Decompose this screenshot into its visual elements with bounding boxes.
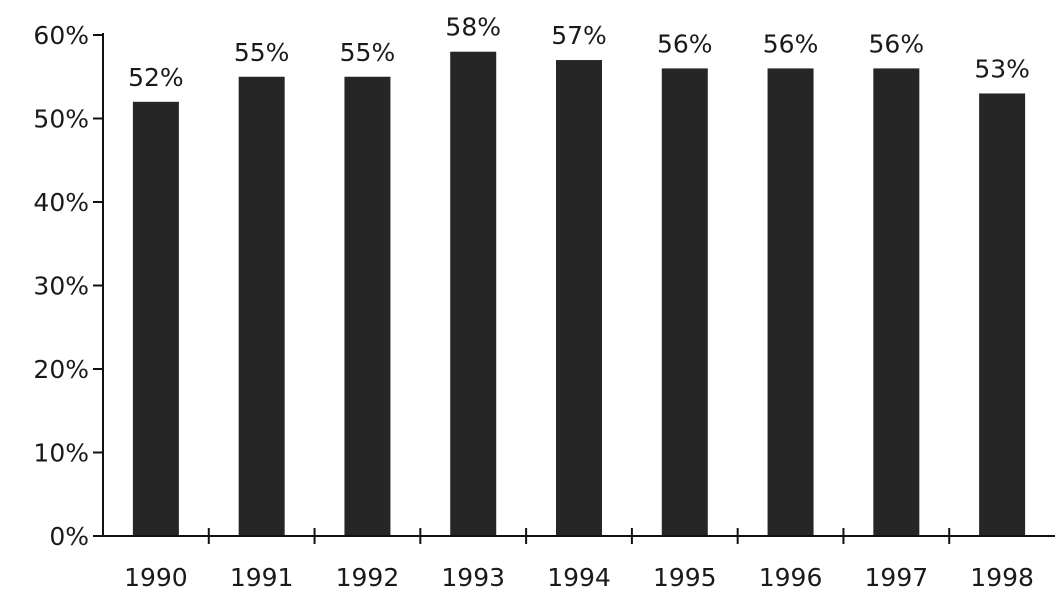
bars: 52% 55% 55% 58% 57% 56% 56% 56% 53% [128,13,1030,537]
x-tick-label-1994: 1994 [547,563,611,592]
bar-1992 [344,76,391,536]
y-tick-label: 60% [33,21,89,50]
data-label-1993: 58% [445,13,501,42]
bar-1995 [661,68,708,537]
x-tick-label-1992: 1992 [336,563,400,592]
data-label-1998: 53% [974,54,1030,83]
data-label-1994: 57% [551,21,607,50]
bar-1998 [979,93,1026,536]
data-label-1997: 56% [869,29,925,58]
bar-1990 [132,101,179,537]
bar-1994 [556,60,602,537]
x-tick-label-1998: 1998 [970,563,1034,592]
x-tick-label-1991: 1991 [230,563,294,592]
y-tick-label: 0% [49,522,89,551]
y-axis: 0% 10% 20% 30% 40% 50% 60% [33,21,104,551]
x-tick-label-1993: 1993 [441,563,505,592]
y-tick-label: 20% [33,355,89,384]
x-tick-label-1995: 1995 [653,563,717,592]
y-tick-label: 30% [33,272,89,301]
data-label-1992: 55% [340,38,396,67]
bar-1996 [767,68,814,537]
data-label-1991: 55% [234,38,290,67]
bar-1993 [450,51,497,536]
y-tick-label: 40% [33,188,89,217]
x-tick-label-1990: 1990 [124,563,188,592]
x-tick-label-1996: 1996 [759,563,823,592]
bar-1997 [873,68,920,537]
y-tick-label: 50% [33,105,89,134]
data-label-1996: 56% [763,29,819,58]
x-tick-label-1997: 1997 [865,563,929,592]
y-tick-label: 10% [33,439,89,468]
data-label-1990: 52% [128,63,184,92]
x-axis: 1990 1991 1992 1993 1994 1995 1996 1997 1998 [103,528,1055,592]
data-label-1995: 56% [657,29,713,58]
bar-1991 [238,76,285,536]
